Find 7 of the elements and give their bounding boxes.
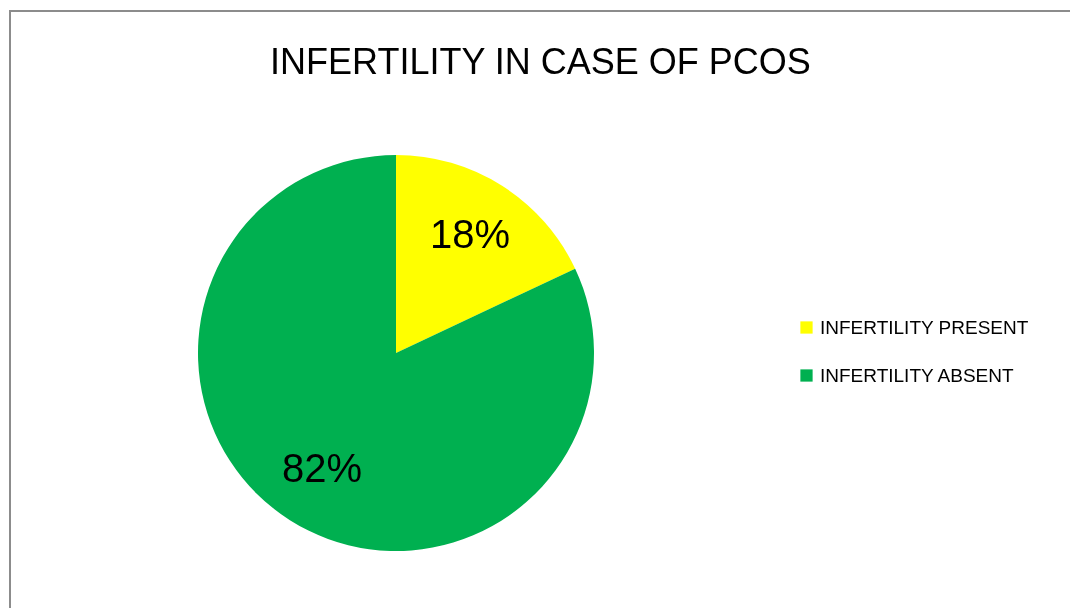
data-label: 18% — [429, 212, 510, 257]
legend-label: INFERTILITY ABSENT — [820, 364, 1014, 386]
legend-label: INFERTILITY PRESENT — [820, 316, 1029, 338]
pie-slice — [396, 155, 576, 353]
chart-title: INFERTILITY IN CASE OF PCOS — [270, 41, 811, 82]
data-label: 82% — [282, 445, 363, 490]
pie-slice — [198, 155, 594, 551]
